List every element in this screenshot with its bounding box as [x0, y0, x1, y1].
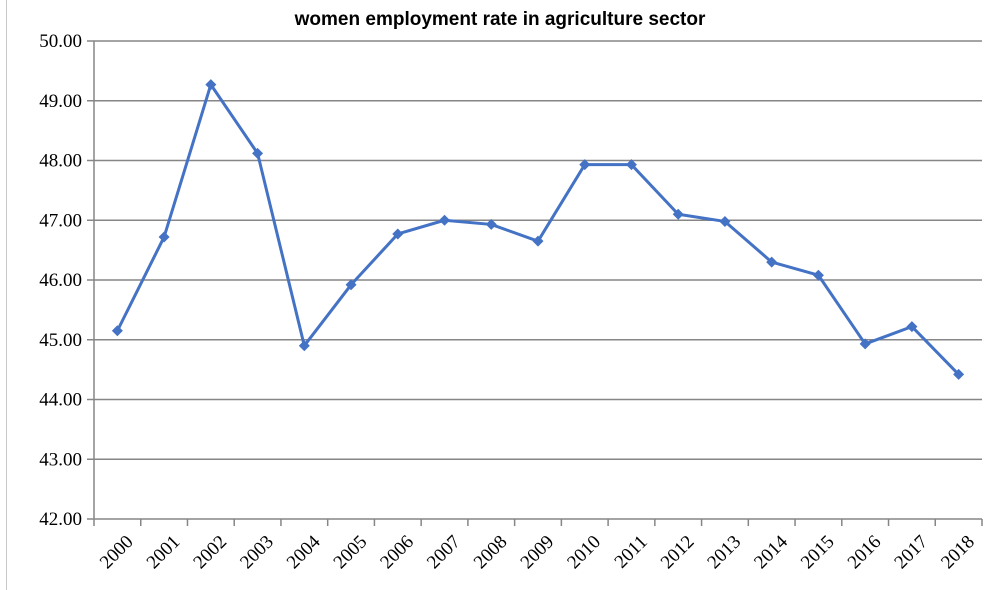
x-tick-label: 2016	[844, 531, 886, 573]
data-point-marker	[439, 214, 451, 226]
data-point-marker	[158, 231, 170, 243]
data-point-marker	[205, 79, 217, 91]
data-point-marker	[672, 208, 684, 220]
x-tick-label: 2015	[797, 531, 839, 573]
y-tick-label: 47.00	[39, 210, 82, 231]
series-line	[116, 83, 960, 376]
y-tick-label: 42.00	[39, 509, 82, 530]
y-tick-label: 50.00	[39, 31, 82, 52]
x-tick-label: 2004	[283, 531, 325, 573]
x-tick-label: 2007	[423, 531, 465, 573]
data-point-marker	[532, 235, 544, 247]
x-tick-label: 2018	[937, 531, 979, 573]
y-tick-label: 49.00	[39, 91, 82, 112]
data-point-marker	[812, 269, 824, 281]
data-point-marker	[719, 215, 731, 227]
y-tick-label: 44.00	[39, 390, 82, 411]
x-tick-label: 2002	[189, 531, 231, 573]
y-tick-label: 43.00	[39, 449, 82, 470]
y-tick-label: 48.00	[39, 151, 82, 172]
x-tick-label: 2011	[611, 531, 652, 572]
x-tick-label: 2000	[96, 531, 138, 573]
y-axis-ticks: 42.00 43.00 44.00 45.00 46.00 47.00 48.00 49.00…	[39, 31, 82, 530]
x-tick-label: 2009	[517, 531, 559, 573]
data-point-marker	[766, 256, 778, 268]
data-point-marker	[111, 325, 123, 337]
data-point-marker	[298, 340, 310, 352]
data-point-marker	[953, 368, 965, 380]
x-tick-label: 2006	[376, 531, 418, 573]
x-tick-label: 2012	[657, 531, 699, 573]
x-axis-ticks: 2000 2001 2002 2003 2004 2005 2006 2007 2008 2009…	[96, 531, 979, 573]
x-tick-label: 2001	[143, 531, 185, 573]
x-tick-label: 2017	[890, 531, 932, 573]
data-point-marker	[579, 159, 591, 171]
x-tick-label: 2010	[563, 531, 605, 573]
chart-title: women employment rate in agriculture sec…	[294, 9, 706, 30]
x-tick-label: 2005	[330, 531, 372, 573]
x-tick-label: 2013	[704, 531, 746, 573]
y-tick-label: 45.00	[39, 330, 82, 351]
page-left-border	[6, 0, 7, 590]
series	[111, 79, 965, 380]
x-tick-label: 2003	[236, 531, 278, 573]
x-tick-label: 2014	[750, 531, 792, 573]
data-point-marker	[906, 321, 918, 333]
axes	[87, 40, 983, 526]
data-point-marker	[252, 147, 264, 159]
data-point-marker	[625, 159, 637, 171]
data-point-marker	[859, 338, 871, 350]
gridlines	[94, 40, 982, 460]
data-point-marker	[485, 218, 497, 230]
y-tick-label: 46.00	[39, 270, 82, 291]
data-point-marker	[345, 279, 357, 291]
data-point-marker	[392, 228, 404, 240]
x-tick-label: 2008	[470, 531, 512, 573]
